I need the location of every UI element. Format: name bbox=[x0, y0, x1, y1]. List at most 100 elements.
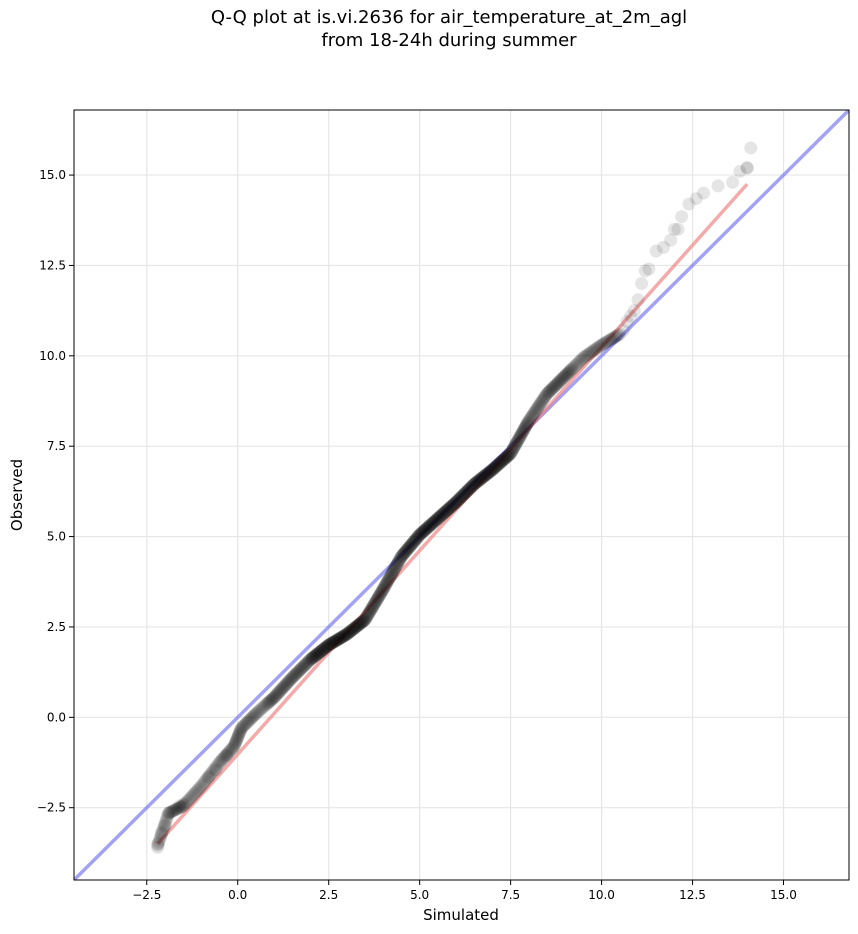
qq-point bbox=[466, 478, 480, 492]
qq-point bbox=[380, 576, 394, 590]
qq-point bbox=[400, 543, 414, 557]
qq-point bbox=[225, 741, 239, 755]
qq-point bbox=[477, 469, 491, 483]
qq-point bbox=[497, 452, 511, 466]
qq-point bbox=[334, 631, 348, 645]
qq-point bbox=[436, 507, 450, 521]
qq-point bbox=[595, 337, 609, 351]
qq-point bbox=[544, 383, 558, 397]
qq-point bbox=[580, 348, 594, 362]
qq-point bbox=[207, 763, 221, 777]
qq-point bbox=[411, 530, 425, 544]
qq-point bbox=[354, 616, 368, 630]
qq-point bbox=[373, 588, 387, 602]
qq-point bbox=[233, 724, 247, 738]
qq-point bbox=[409, 533, 423, 547]
qq-point bbox=[545, 382, 559, 396]
qq-tail-point bbox=[740, 161, 754, 175]
qq-point bbox=[508, 439, 522, 453]
qq-point bbox=[603, 333, 617, 347]
qq-point bbox=[233, 724, 247, 738]
qq-point bbox=[546, 381, 560, 395]
qq-point bbox=[408, 534, 422, 548]
qq-point bbox=[260, 697, 274, 711]
qq-point bbox=[164, 805, 178, 819]
qq-point bbox=[285, 671, 299, 685]
qq-point bbox=[258, 699, 272, 713]
qq-point bbox=[353, 617, 367, 631]
qq-point bbox=[246, 710, 260, 724]
qq-point bbox=[162, 806, 176, 820]
qq-point bbox=[423, 519, 437, 533]
qq-point bbox=[505, 443, 519, 457]
qq-point bbox=[447, 497, 461, 511]
qq-point bbox=[283, 673, 297, 687]
qq-point bbox=[293, 663, 307, 677]
qq-point bbox=[519, 418, 533, 432]
x-tick-label: 5.0 bbox=[410, 888, 429, 902]
qq-point bbox=[178, 797, 192, 811]
qq-point bbox=[333, 631, 347, 645]
qq-point bbox=[152, 834, 166, 848]
qq-point bbox=[152, 836, 166, 850]
qq-point bbox=[523, 411, 537, 425]
qq-point bbox=[512, 432, 526, 446]
qq-point bbox=[485, 463, 499, 477]
qq-point bbox=[399, 544, 413, 558]
qq-point bbox=[608, 330, 622, 344]
qq-point bbox=[458, 486, 472, 500]
qq-point bbox=[266, 691, 280, 705]
qq-tail-point bbox=[682, 197, 696, 211]
x-tick-label: −2.5 bbox=[132, 888, 161, 902]
qq-point bbox=[278, 679, 292, 693]
qq-point bbox=[212, 757, 226, 771]
qq-point bbox=[251, 704, 265, 718]
qq-point bbox=[208, 762, 222, 776]
qq-point bbox=[539, 388, 553, 402]
qq-point bbox=[404, 539, 418, 553]
qq-point bbox=[331, 633, 345, 647]
qq-point bbox=[528, 404, 542, 418]
qq-point bbox=[228, 736, 242, 750]
y-tick-label: 0.0 bbox=[47, 710, 66, 724]
qq-point bbox=[513, 430, 527, 444]
qq-point bbox=[299, 657, 313, 671]
qq-point bbox=[237, 719, 251, 733]
qq-point bbox=[460, 485, 474, 499]
qq-point bbox=[230, 733, 244, 747]
qq-tail-point bbox=[173, 799, 187, 813]
qq-point bbox=[576, 351, 590, 365]
qq-point bbox=[356, 614, 370, 628]
qq-point bbox=[429, 513, 443, 527]
qq-point bbox=[469, 476, 483, 490]
qq-point bbox=[390, 558, 404, 572]
qq-point bbox=[600, 335, 614, 349]
qq-point bbox=[229, 733, 243, 747]
qq-point bbox=[368, 596, 382, 610]
qq-point bbox=[347, 621, 361, 635]
qq-point bbox=[493, 456, 507, 470]
qq-point bbox=[241, 715, 255, 729]
qq-point bbox=[370, 593, 384, 607]
qq-point bbox=[442, 501, 456, 515]
qq-point bbox=[476, 470, 490, 484]
qq-point bbox=[509, 436, 523, 450]
qq-point bbox=[174, 800, 188, 814]
qq-point bbox=[358, 613, 372, 627]
qq-point bbox=[520, 417, 534, 431]
qq-point bbox=[558, 369, 572, 383]
qq-point bbox=[227, 739, 241, 753]
qq-point bbox=[359, 611, 373, 625]
qq-point bbox=[397, 546, 411, 560]
qq-point bbox=[236, 719, 250, 733]
qq-point bbox=[547, 379, 561, 393]
qq-point bbox=[473, 473, 487, 487]
y-tick-label: 15.0 bbox=[39, 168, 66, 182]
qq-point bbox=[160, 811, 174, 825]
qq-point bbox=[244, 711, 258, 725]
qq-point bbox=[405, 537, 419, 551]
qq-point bbox=[480, 467, 494, 481]
qq-point bbox=[183, 792, 197, 806]
qq-point bbox=[425, 517, 439, 531]
qq-point bbox=[583, 346, 597, 360]
